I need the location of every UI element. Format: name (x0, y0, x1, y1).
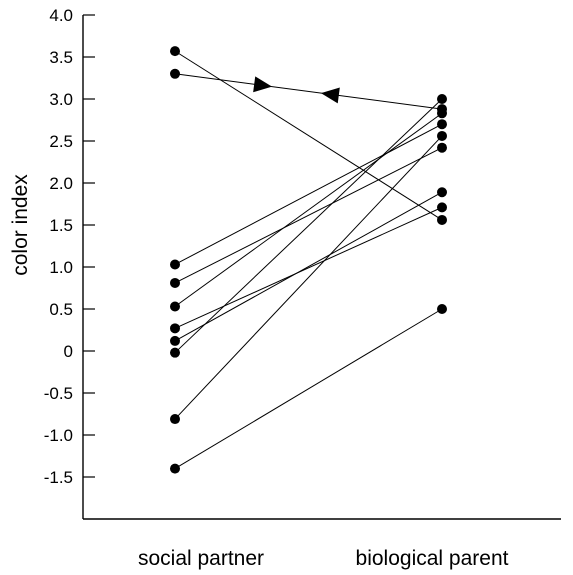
axes (82, 15, 561, 520)
y-tick-label: -0.5 (44, 384, 73, 403)
y-tick-label: 0.5 (49, 300, 73, 319)
social-partner-point (170, 301, 180, 312)
y-tick-label: 1.0 (49, 258, 73, 277)
pair-line (174, 112, 443, 307)
arrowhead (320, 87, 340, 104)
pair-line (174, 98, 443, 354)
social-partner-point (170, 46, 180, 57)
social-partner-point (170, 277, 180, 288)
social-partner-point (170, 335, 180, 346)
y-tick-label: 2.5 (49, 132, 73, 151)
social-partner-point (170, 347, 180, 358)
y-tick-label: 0 (64, 342, 73, 361)
x-category-label: social partner (138, 547, 264, 570)
biological-parent-point (437, 214, 447, 225)
y-tick-label: 3.5 (49, 48, 73, 67)
pair-line (174, 73, 443, 110)
biological-parent-point (437, 119, 447, 130)
arrowhead (253, 76, 273, 93)
y-axis-title: color index (9, 174, 32, 276)
pair-line (174, 191, 443, 342)
pair-line (174, 123, 443, 265)
y-tick-label: 1.5 (49, 216, 73, 235)
x-categories: social partner biological parent (138, 547, 509, 570)
y-tick-label: 2.0 (49, 174, 73, 193)
pair-line (174, 206, 443, 329)
pair-lines (174, 50, 443, 470)
y-ticks: 4.0 3.5 3.0 2.5 2.0 1.5 1.0 0.5 0 -0.5 -1.0 -1.5 (44, 6, 95, 487)
data-points (170, 46, 447, 474)
y-tick-label: -1.5 (44, 468, 73, 487)
social-partner-point (170, 68, 180, 79)
biological-parent-point (437, 202, 447, 213)
biological-parent-point (437, 108, 447, 119)
y-tick-label: 3.0 (49, 90, 73, 109)
biological-parent-point (437, 304, 447, 314)
biological-parent-point (437, 142, 447, 153)
social-partner-point (170, 414, 180, 425)
biological-parent-point (437, 130, 447, 141)
pair-line (174, 308, 443, 470)
social-partner-point (170, 323, 180, 334)
biological-parent-point (437, 94, 447, 104)
biological-parent-point (437, 187, 447, 198)
social-partner-point (170, 259, 180, 270)
pair-line (174, 147, 443, 284)
pair-line (174, 135, 443, 420)
y-tick-label: -1.0 (44, 426, 73, 445)
y-tick-label: 4.0 (49, 6, 73, 25)
x-category-label: biological parent (356, 547, 509, 570)
social-partner-point (170, 463, 180, 474)
